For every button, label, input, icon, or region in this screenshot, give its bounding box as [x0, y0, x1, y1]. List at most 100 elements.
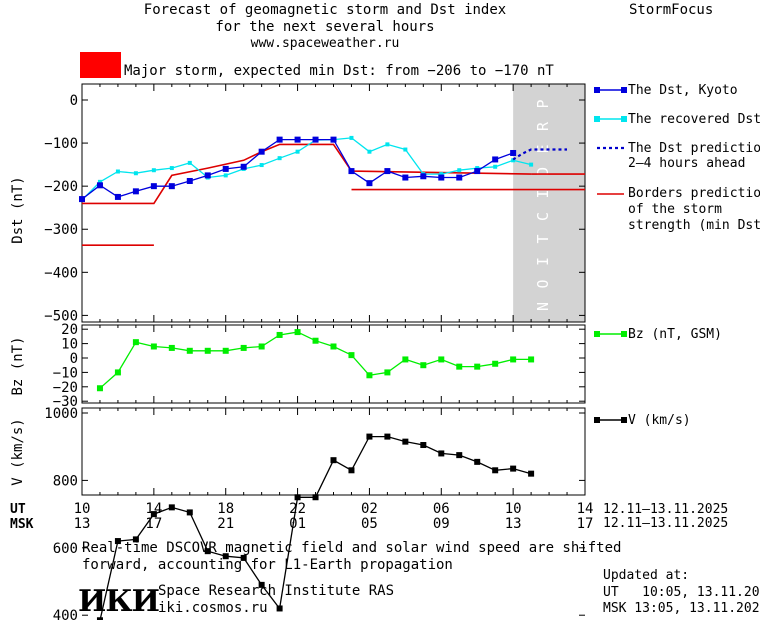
legend-swatch-recovered-marker	[621, 116, 627, 122]
y-tick-label: −20	[53, 380, 78, 396]
recovered-dst-point	[457, 168, 462, 173]
dst-kyoto-point	[276, 136, 283, 143]
panel-frame-1	[81, 324, 586, 404]
v-point	[150, 511, 157, 518]
recovered-dst-point	[277, 156, 282, 161]
bz-point	[132, 339, 139, 346]
v-point	[510, 465, 517, 472]
legend-swatch-dst-kyoto-marker	[621, 87, 627, 93]
v-point	[384, 433, 391, 440]
iki-logo: ИКИ	[78, 584, 160, 619]
dst-kyoto-point	[510, 149, 517, 156]
dst-kyoto-point	[348, 168, 355, 175]
legend-swatch-dst-kyoto-marker	[594, 87, 600, 93]
v-point	[456, 452, 463, 459]
bz-point	[330, 343, 337, 350]
dst-kyoto-point	[384, 168, 391, 175]
legend-swatch-bz-marker	[621, 331, 627, 337]
dst-kyoto-point	[114, 193, 121, 200]
legend-borders-line3: strength (min Dst)	[628, 218, 760, 233]
y-tick-label: 20	[61, 322, 78, 338]
recovered-dst-point	[385, 142, 390, 147]
v-point	[330, 457, 337, 464]
legend-dst-kyoto: The Dst, Kyoto	[628, 83, 738, 98]
bz-point	[294, 329, 301, 336]
v-point	[276, 605, 283, 612]
dst-kyoto-point	[402, 174, 409, 181]
bz-point	[186, 347, 193, 354]
recovered-dst-point	[367, 149, 372, 154]
v-point	[348, 467, 355, 474]
msk-tick-label: 17	[145, 516, 162, 532]
dst-kyoto-point	[204, 172, 211, 179]
institute-site[interactable]: iki.cosmos.ru	[158, 600, 268, 616]
recovered-dst-point	[259, 163, 264, 168]
msk-tick-label: 09	[433, 516, 450, 532]
recovered-dst-point	[493, 164, 498, 169]
y-tick-label: −300	[44, 222, 78, 238]
msk-tick-label: 05	[361, 516, 378, 532]
ut-tick-label: 06	[433, 501, 450, 517]
chart-title-line2: for the next several hours	[215, 19, 435, 35]
legend-prediction-line1: The Dst prediction	[628, 141, 760, 156]
bz-point	[240, 344, 247, 351]
prediction-letter: C	[534, 212, 552, 221]
recovered-dst-point	[187, 160, 192, 165]
legend-borders-line1: Borders prediction	[628, 186, 760, 201]
y-tick-label: −400	[44, 265, 78, 281]
ut-tick-label: 14	[577, 501, 594, 517]
dst-prediction-line	[512, 148, 567, 161]
legend-swatch-v-marker	[594, 417, 600, 423]
recovered-dst-point	[169, 166, 174, 171]
recovered-dst-point	[133, 171, 138, 176]
legend-recovered: The recovered Dst	[628, 112, 760, 127]
bz-point	[150, 343, 157, 350]
dst-kyoto-point	[312, 136, 319, 143]
dst-kyoto-point	[456, 174, 463, 181]
panel-frame-2	[81, 407, 586, 496]
bz-point	[456, 363, 463, 370]
prediction-band	[513, 84, 585, 322]
dst-kyoto-point	[492, 156, 499, 163]
bz-point	[420, 362, 427, 369]
date-range-ut: 12.11–13.11.2025	[603, 502, 729, 517]
v-point	[186, 509, 193, 516]
v-point	[312, 494, 319, 501]
bz-point	[312, 337, 319, 344]
bz-point	[276, 331, 283, 338]
recovered-dst-line	[81, 137, 532, 201]
v-point	[204, 548, 211, 555]
prediction-letter: T	[534, 234, 552, 243]
website-link[interactable]: www.spaceweather.ru	[250, 36, 400, 51]
bz-point	[96, 385, 103, 392]
v-point	[222, 553, 229, 560]
y-tick-label: 0	[70, 93, 78, 109]
bz-point	[474, 363, 481, 370]
dst-kyoto-point	[186, 177, 193, 184]
recovered-dst-point	[97, 179, 102, 184]
recovered-dst-point	[439, 172, 444, 177]
legend-prediction-line2: 2–4 hours ahead	[628, 156, 746, 171]
bz-point	[114, 369, 121, 376]
panel-frame-0	[81, 83, 586, 323]
footer-note-line2: forward, accounting for L1-Earth propaga…	[82, 557, 453, 573]
prediction-letter: I	[534, 189, 552, 198]
updated-ut: UT 10:05, 13.11.2025	[603, 585, 760, 600]
ut-axis-label: UT	[10, 502, 26, 517]
prediction-letter: P	[534, 99, 552, 108]
legend-swatch-bz-marker	[594, 331, 600, 337]
v-point	[96, 617, 103, 620]
legend-swatch-recovered-marker	[594, 116, 600, 122]
msk-tick-label: 21	[217, 516, 234, 532]
dst-kyoto-point	[79, 196, 85, 203]
v-point	[420, 442, 427, 449]
dst-kyoto-point	[240, 163, 247, 170]
dst-kyoto-point	[438, 174, 445, 181]
dst-kyoto-point	[330, 136, 337, 143]
bz-point	[438, 356, 445, 363]
bz-point	[384, 369, 391, 376]
dst-kyoto-point	[366, 180, 373, 187]
y-axis-label-1: Bz (nT)	[10, 336, 26, 395]
v-point	[438, 450, 445, 457]
